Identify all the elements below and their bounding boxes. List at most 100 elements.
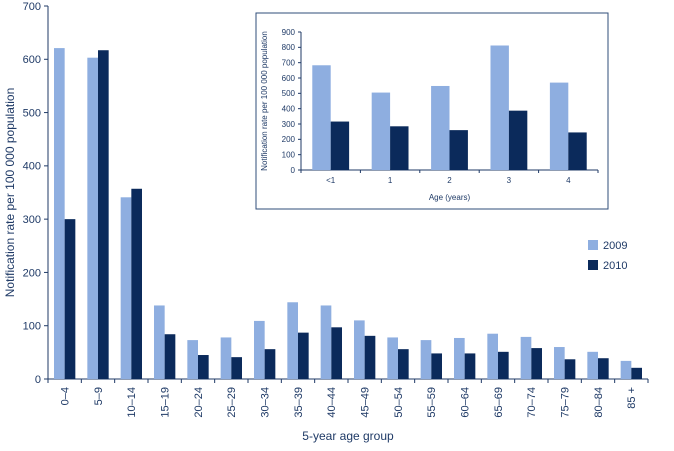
inset-y-tick-label: 100 [282, 150, 296, 159]
main-bar-2010 [631, 367, 642, 379]
inset-y-tick-label: 300 [282, 120, 296, 129]
inset-y-tick-label: 500 [282, 89, 296, 98]
inset-x-tick-label: 4 [566, 176, 571, 185]
main-bar-2010 [98, 50, 109, 379]
main-x-tick-label: 50–54 [393, 387, 405, 418]
inset-y-tick-label: 200 [282, 135, 296, 144]
main-bar-2009 [254, 320, 265, 379]
main-bar-2010 [598, 358, 609, 379]
inset-bar-2009 [431, 85, 450, 170]
main-x-tick-label: 20–24 [193, 387, 205, 418]
main-x-tick-label: 60–64 [460, 387, 472, 418]
inset-y-tick-label: 600 [282, 74, 296, 83]
inset-y-tick-label: 700 [282, 58, 296, 67]
main-x-tick-label: 25–29 [226, 387, 238, 418]
main-bar-2010 [464, 353, 476, 379]
main-bar-2009 [620, 360, 632, 379]
inset-bar-2010 [508, 110, 528, 170]
main-bar-2009 [520, 336, 532, 379]
main-y-tick-label: 400 [23, 161, 41, 173]
main-x-tick-label: 85 + [626, 387, 638, 409]
main-bar-2009 [487, 333, 498, 379]
main-bar-2009 [554, 347, 565, 379]
main-bar-2009 [287, 302, 298, 379]
inset-bar-2009 [371, 92, 391, 170]
main-bar-2009 [220, 337, 232, 379]
main-x-tick-label: 75–79 [560, 387, 572, 418]
inset-bar-2009 [312, 65, 331, 170]
main-bar-2010 [398, 349, 409, 379]
main-x-tick-label: 45–49 [360, 387, 372, 418]
main-bar-2009 [154, 305, 165, 379]
inset-bar-2010 [449, 130, 468, 170]
main-y-tick-label: 0 [35, 374, 41, 386]
inset-y-axis-title: Notification rate per 100 000 population [260, 31, 269, 171]
main-bar-2009 [454, 337, 465, 379]
main-bar-2009 [87, 57, 98, 380]
main-bar-2010 [231, 357, 242, 379]
main-bar-2009 [54, 48, 65, 380]
main-y-tick-label: 700 [23, 1, 41, 13]
inset-y-tick-label: 800 [282, 43, 296, 52]
main-y-tick-label: 300 [23, 214, 41, 226]
main-bar-2009 [320, 305, 332, 379]
inset-y-tick-label: 400 [282, 104, 296, 113]
main-bar-2009 [387, 337, 398, 379]
legend-swatch-2009 [588, 240, 598, 250]
main-bar-2010 [431, 353, 442, 379]
main-x-tick-label: 55–59 [426, 387, 438, 418]
main-bar-2010 [198, 355, 209, 379]
main-bar-2010 [298, 332, 309, 379]
legend-label-2010: 2010 [603, 260, 627, 272]
main-y-tick-label: 200 [23, 267, 41, 279]
main-x-tick-label: 30–34 [260, 387, 272, 418]
main-x-tick-label: 80–84 [593, 387, 605, 418]
main-bar-2009 [120, 197, 132, 379]
main-bar-2010 [531, 348, 542, 379]
main-x-tick-label: 70–74 [526, 387, 538, 418]
main-bar-2010 [64, 219, 76, 379]
main-y-axis-title: Notification rate per 100 000 population [3, 88, 17, 297]
inset-bar-2009 [490, 45, 509, 170]
inset-x-tick-label: <1 [326, 176, 336, 185]
main-bar-2010 [331, 327, 342, 379]
main-bar-2010 [364, 335, 376, 379]
legend: 2009 2010 [588, 240, 627, 272]
main-bar-2010 [498, 351, 509, 379]
main-bar-2009 [187, 340, 198, 379]
legend-swatch-2010 [588, 260, 598, 270]
inset-chart-group: 0 100 200 300 400 500 600 700 800 900 <1 1 2 3 4 Age (y… [260, 28, 599, 202]
inset-y-tick-label: 0 [291, 166, 296, 175]
main-x-tick-label: 35–39 [293, 387, 305, 418]
inset-bar-2009 [549, 82, 569, 170]
main-y-tick-label: 600 [23, 54, 41, 66]
main-bar-2009 [420, 340, 432, 379]
inset-bar-2010 [330, 121, 350, 170]
main-bar-2010 [164, 334, 176, 379]
main-x-tick-label: 65–69 [493, 387, 505, 418]
inset-bar-2010 [390, 126, 409, 170]
main-bar-2010 [131, 188, 142, 379]
main-bar-2009 [587, 351, 598, 379]
main-bar-2010 [264, 349, 276, 379]
main-x-tick-label: 40–44 [326, 387, 338, 418]
main-bar-2009 [354, 320, 365, 379]
main-x-tick-label: 0–4 [60, 387, 72, 405]
main-x-tick-label: 5–9 [93, 387, 105, 405]
main-x-tick-label: 10–14 [126, 387, 138, 418]
main-x-tick-label: 15–19 [160, 387, 172, 418]
main-x-axis-title: 5-year age group [302, 429, 394, 443]
inset-x-axis-title: Age (years) [429, 193, 471, 202]
inset-x-tick-label: 3 [507, 176, 512, 185]
inset-x-tick-label: 1 [388, 176, 393, 185]
main-bar-2010 [564, 359, 576, 379]
legend-label-2009: 2009 [603, 240, 627, 252]
main-y-tick-label: 100 [23, 321, 41, 333]
inset-y-tick-label: 900 [282, 28, 296, 37]
main-y-tick-label: 500 [23, 107, 41, 119]
inset-bar-2010 [568, 132, 587, 170]
inset-x-tick-label: 2 [447, 176, 452, 185]
